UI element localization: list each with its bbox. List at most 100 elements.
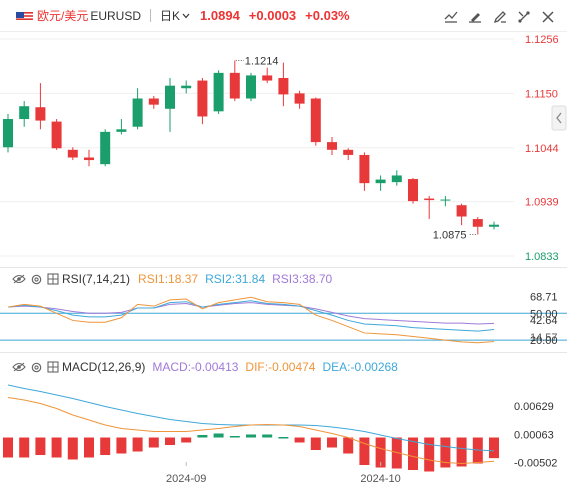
- candle-body: [327, 142, 337, 150]
- candle: [148, 95, 159, 109]
- chevron-down-icon: [182, 13, 190, 18]
- candle-body: [343, 149, 354, 155]
- y-tick-label: 1.0939: [525, 197, 559, 209]
- candle: [246, 72, 256, 102]
- macd-bar: [181, 437, 192, 443]
- indicator-menu-icon[interactable]: [46, 360, 60, 374]
- candle-body: [213, 72, 224, 112]
- side-panel-toggle-icon[interactable]: [551, 105, 567, 131]
- candle: [132, 88, 143, 130]
- candle: [165, 77, 175, 132]
- macd-bar: [51, 437, 62, 458]
- candle: [100, 129, 111, 167]
- candle: [181, 80, 192, 94]
- macd-value: MACD:-0.00413: [152, 360, 239, 374]
- chart-header: 欧元/美元 EURUSD 日K 1.0894 +0.0003 +0.03%: [0, 0, 567, 32]
- dif-line: [7, 397, 495, 465]
- macd-bar: [343, 437, 354, 454]
- candle-body: [391, 175, 402, 183]
- y-tick-label: 1.1044: [525, 143, 559, 155]
- candle-body: [246, 75, 256, 99]
- x-axis-label: 2024-09: [166, 473, 206, 485]
- drawing-tools-icon[interactable]: [515, 8, 533, 26]
- macd-bar: [67, 437, 78, 460]
- macd-bar: [3, 437, 13, 458]
- settings-sliders-icon[interactable]: [466, 8, 484, 26]
- panel-divider: [0, 267, 567, 268]
- candle-body: [375, 179, 386, 184]
- rsi2-line: [7, 300, 495, 332]
- macd-bar: [327, 437, 337, 448]
- candle-body: [424, 198, 435, 201]
- candle: [67, 147, 78, 161]
- chart-type-icon[interactable]: [442, 8, 460, 26]
- macd-bar: [197, 435, 208, 438]
- candle: [375, 175, 386, 191]
- dea-value: DEA:-0.00268: [322, 360, 398, 374]
- macd-bar: [19, 437, 30, 458]
- candle: [456, 203, 467, 226]
- rsi-y-tick: 42.64: [530, 315, 558, 327]
- candle-body: [84, 157, 94, 161]
- rsi-title[interactable]: RSI(7,14,21): [62, 272, 131, 286]
- candle: [359, 152, 370, 191]
- hide-eye-icon[interactable]: [12, 360, 26, 374]
- macd-bar: [229, 436, 240, 438]
- candle-body: [165, 85, 175, 109]
- candle: [213, 70, 224, 114]
- candle: [343, 148, 354, 161]
- macd-bar: [424, 437, 435, 472]
- period-label: 日K: [160, 9, 181, 23]
- macd-header: MACD(12,26,9) MACD:-0.00413 DIF:-0.00474…: [0, 359, 398, 375]
- y-tick-label: 1.0833: [525, 251, 559, 263]
- macd-bar: [359, 437, 370, 465]
- last-price: 1.0894: [200, 8, 240, 23]
- macd-bar: [116, 437, 127, 454]
- candle: [229, 60, 240, 102]
- candle-body: [197, 80, 208, 117]
- rsi-header: RSI(7,14,21) RSI1:18.37 RSI2:31.84 RSI3:…: [0, 271, 332, 287]
- eu-us-flag-icon: [16, 10, 33, 21]
- hide-eye-icon[interactable]: [12, 272, 26, 286]
- candle: [424, 195, 435, 220]
- rsi-y-tick: 68.71: [530, 292, 558, 304]
- macd-bar: [375, 437, 386, 468]
- candle-body: [67, 149, 78, 158]
- period-selector[interactable]: 日K: [160, 7, 190, 24]
- candle: [262, 67, 273, 84]
- rsi1-value: RSI1:18.37: [138, 272, 199, 286]
- draw-pencil-icon[interactable]: [491, 8, 509, 26]
- macd-title[interactable]: MACD(12,26,9): [62, 360, 146, 374]
- macd-bar: [489, 437, 499, 459]
- candle-body: [294, 93, 305, 104]
- candle-body: [148, 98, 159, 105]
- candle-body: [440, 199, 451, 201]
- price-change: +0.0003: [248, 8, 297, 23]
- macd-bar: [132, 437, 143, 452]
- candle-body: [456, 205, 467, 217]
- close-icon[interactable]: [539, 8, 557, 26]
- macd-y-tick: -0.00502: [514, 458, 557, 470]
- candle: [391, 170, 402, 186]
- candle-body: [408, 179, 418, 202]
- price-change-percent: +0.03%: [305, 8, 350, 23]
- rsi-y-tick: 20.00: [530, 335, 558, 347]
- rsi-y-tick: 50.00: [530, 308, 558, 320]
- symbol-name[interactable]: 欧元/美元: [37, 9, 89, 23]
- indicator-menu-icon[interactable]: [46, 272, 60, 286]
- macd-bar: [440, 437, 451, 468]
- gear-icon[interactable]: [29, 272, 43, 286]
- symbol-code[interactable]: EURUSD: [90, 8, 142, 23]
- rsi-y-tick: 14.57: [530, 332, 558, 344]
- macd-y-tick: 0.00629: [514, 401, 554, 413]
- y-tick-label: 1.1150: [525, 88, 558, 100]
- macd-chart[interactable]: 0.00629 0.00063 -0.00502 2024-09 2024-10: [0, 376, 567, 490]
- candle-body: [262, 75, 273, 81]
- macd-bar: [165, 437, 175, 445]
- candle: [472, 217, 483, 235]
- gear-icon[interactable]: [29, 360, 43, 374]
- macd-y-tick: 0.00063: [514, 429, 554, 441]
- rsi3-line: [7, 302, 495, 325]
- candlestick-chart[interactable]: 1.1214 1.0875 1.1256 1.1150 1.1044 1.0939 1.…: [0, 33, 567, 267]
